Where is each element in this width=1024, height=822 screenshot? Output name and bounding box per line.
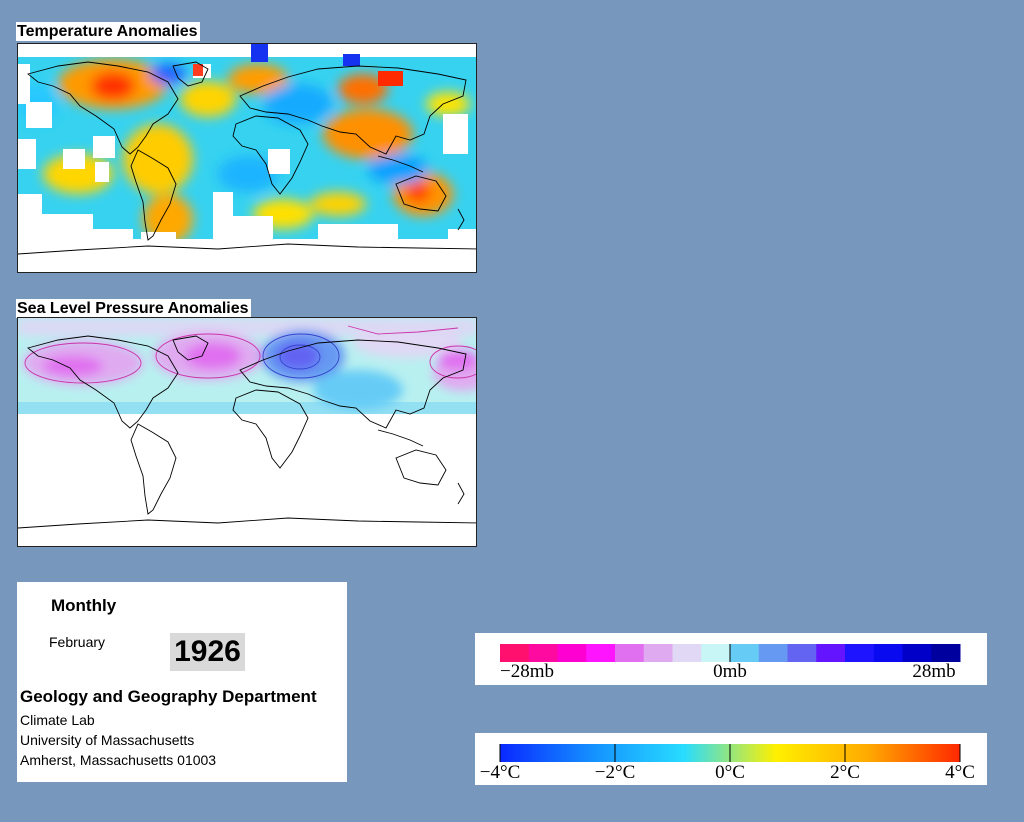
temperature-legend-label: −4°C bbox=[480, 762, 521, 783]
temperature-legend-ticks bbox=[499, 744, 961, 762]
coastlines bbox=[18, 61, 476, 255]
pressure-legend-max: 28mb bbox=[912, 661, 955, 682]
year-display: 1926 bbox=[170, 633, 245, 671]
pressure-legend-swatch bbox=[615, 644, 645, 662]
pressure-legend-swatches bbox=[500, 644, 961, 662]
temperature-legend-label: 2°C bbox=[830, 762, 860, 783]
temperature-field bbox=[18, 44, 476, 272]
pressure-field bbox=[18, 318, 476, 414]
pressure-map-title: Sea Level Pressure Anomalies bbox=[16, 299, 251, 318]
pressure-legend-swatch bbox=[787, 644, 817, 662]
university-name: University of Massachusetts bbox=[20, 732, 195, 748]
temperature-anomaly-map bbox=[17, 43, 477, 273]
pressure-legend: −28mb 0mb 28mb bbox=[475, 633, 987, 685]
pressure-legend-swatch bbox=[845, 644, 875, 662]
pressure-contours bbox=[24, 325, 476, 384]
pressure-legend-swatch bbox=[730, 644, 760, 662]
pressure-legend-swatch bbox=[500, 644, 530, 662]
pressure-legend-mid: 0mb bbox=[713, 661, 747, 682]
pressure-legend-swatch bbox=[701, 644, 731, 662]
pressure-legend-swatch bbox=[672, 644, 702, 662]
info-box: Monthly February 1926 Geology and Geogra… bbox=[17, 582, 347, 782]
pressure-legend-swatch bbox=[902, 644, 932, 662]
pressure-legend-swatch bbox=[528, 644, 558, 662]
temperature-legend: −4°C −2°C 0°C 2°C 4°C bbox=[475, 733, 987, 785]
pressure-anomaly-map bbox=[17, 317, 477, 547]
month-label: February bbox=[49, 634, 106, 650]
department-name: Geology and Geography Department bbox=[20, 687, 317, 706]
pressure-legend-swatch bbox=[873, 644, 903, 662]
pressure-legend-swatch bbox=[557, 644, 587, 662]
period-label: Monthly bbox=[51, 596, 117, 615]
temperature-legend-label: 4°C bbox=[945, 762, 975, 783]
coastlines bbox=[18, 335, 476, 529]
pressure-legend-min: −28mb bbox=[500, 661, 554, 682]
temperature-map-title: Temperature Anomalies bbox=[16, 22, 200, 41]
temperature-legend-label: −2°C bbox=[595, 762, 636, 783]
lab-name: Climate Lab bbox=[20, 712, 95, 728]
temperature-legend-label: 0°C bbox=[715, 762, 745, 783]
pressure-legend-swatch bbox=[758, 644, 788, 662]
pressure-legend-swatch bbox=[816, 644, 846, 662]
pressure-legend-swatch bbox=[931, 644, 961, 662]
pressure-legend-swatch bbox=[643, 644, 673, 662]
pressure-legend-swatch bbox=[586, 644, 616, 662]
address: Amherst, Massachusetts 01003 bbox=[20, 752, 217, 768]
